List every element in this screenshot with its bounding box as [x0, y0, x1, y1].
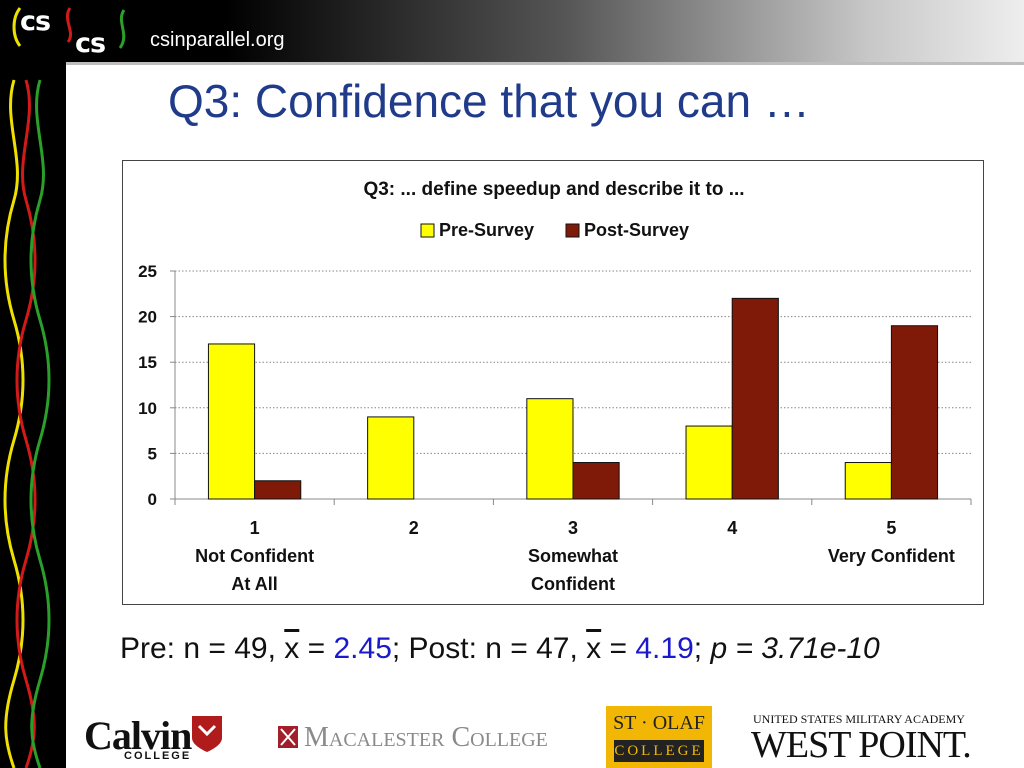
x-tick-label-1-line-3: At All	[231, 574, 277, 594]
x-tick-label-5-line-1: 5	[886, 518, 896, 538]
x-tick-label-1-line-1: 1	[250, 518, 260, 538]
chart-frame: Q3: ... define speedup and describe it t…	[122, 160, 984, 605]
y-tick-label-5: 5	[148, 444, 157, 463]
header-bar	[0, 0, 1024, 62]
bar-post-3	[572, 462, 620, 500]
logo-text-lower: cs	[75, 28, 106, 59]
x-tick-label-4-line-1: 4	[727, 518, 737, 538]
legend-label-2: Post-Survey	[584, 220, 689, 240]
stats-post-eq: =	[601, 632, 636, 665]
x-tick-label-1-line-2: Not Confident	[195, 546, 314, 566]
stats-pre-eq: =	[299, 632, 334, 665]
legend-label-1: Pre-Survey	[439, 220, 534, 240]
x-tick-label-3-line-3: Confident	[531, 574, 615, 594]
logo-bracket-icon	[12, 7, 126, 49]
stats-post-mean: 4.19	[635, 632, 694, 665]
bar-pre-1	[207, 343, 256, 500]
macalester-logo-text: Macalester College	[304, 722, 548, 753]
stolaf-logo-top-text: ST · OLAF	[613, 712, 705, 734]
calvin-shield-icon	[192, 716, 222, 752]
x-tick-label-3-line-2: Somewhat	[528, 546, 618, 566]
x-tick-label-2-line-1: 2	[409, 518, 419, 538]
x-tick-label-5-line-2: Very Confident	[828, 546, 955, 566]
stats-summary: Pre: n = 49, x = 2.45; Post: n = 47, x =…	[120, 632, 880, 666]
y-tick-label-25: 25	[138, 262, 157, 281]
squiggle-lines-decoration	[3, 79, 51, 768]
stats-sep-2: ;	[693, 632, 711, 665]
bar-pre-4	[685, 425, 733, 500]
westpoint-logo-text: WEST POINT.	[751, 724, 972, 766]
stats-post-xbar: x	[586, 632, 602, 665]
left-decorative-bar	[0, 0, 66, 768]
y-tick-label-15: 15	[138, 353, 157, 372]
header-divider	[66, 62, 1024, 65]
stats-pre-xbar: x	[284, 632, 300, 665]
slide-title: Q3: Confidence that you can …	[168, 75, 810, 127]
x-tick-label-3-line-1: 3	[568, 518, 578, 538]
macalester-crest-icon	[278, 726, 298, 748]
site-url: csinparallel.org	[150, 29, 285, 51]
y-tick-label-0: 0	[148, 490, 157, 509]
bar-chart: Q3: ... define speedup and describe it t…	[138, 179, 972, 594]
y-tick-label-20: 20	[138, 308, 157, 327]
stolaf-logo-bottom-text: COLLEGE	[614, 740, 704, 762]
logo-text-upper: cs	[20, 6, 51, 37]
legend-swatch-1	[420, 223, 435, 238]
stats-pre-label: Pre: n = 49,	[120, 632, 285, 665]
stats-sep-1: ; Post: n = 47,	[391, 632, 587, 665]
calvin-logo-subtext: COLLEGE	[124, 750, 192, 762]
bar-post-1	[254, 480, 302, 500]
stats-pre-mean: 2.45	[333, 632, 392, 665]
stolaf-logo: ST · OLAF COLLEGE	[606, 706, 712, 768]
bar-pre-2	[367, 416, 415, 500]
stats-p-value: p = 3.71e-10	[710, 632, 880, 665]
calvin-logo-text: Calvin	[84, 713, 192, 758]
chart-title: Q3: ... define speedup and describe it t…	[363, 179, 744, 200]
legend-swatch-2	[565, 223, 580, 238]
bar-pre-3	[526, 398, 574, 500]
y-tick-label-10: 10	[138, 399, 157, 418]
westpoint-logo-subtext: UNITED STATES MILITARY ACADEMY	[753, 712, 965, 726]
bar-post-5	[890, 325, 939, 500]
bar-pre-5	[844, 462, 892, 500]
bar-post-4	[731, 297, 779, 500]
